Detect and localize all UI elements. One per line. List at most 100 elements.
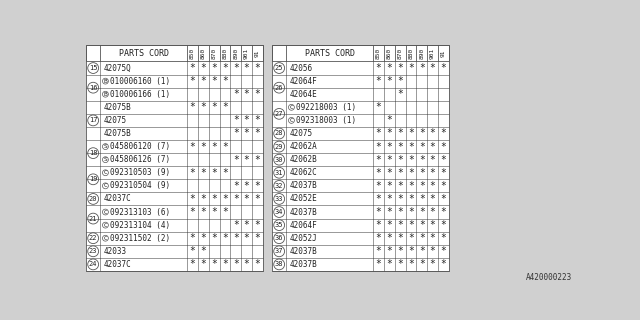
Text: 22: 22 [89,235,97,241]
Text: *: * [244,220,250,230]
Text: 870: 870 [212,47,216,59]
Text: *: * [440,168,447,178]
Text: *: * [429,246,436,256]
Text: *: * [429,168,436,178]
Text: 26: 26 [275,85,284,91]
Text: *: * [200,246,206,256]
Text: *: * [376,102,381,112]
Text: *: * [397,168,403,178]
Text: *: * [440,194,447,204]
Text: *: * [376,233,381,243]
Text: *: * [255,63,260,73]
Text: 30: 30 [275,157,284,163]
Text: *: * [408,246,414,256]
Text: *: * [440,260,447,269]
Text: *: * [376,168,381,178]
Text: *: * [189,102,195,112]
Text: *: * [233,155,239,165]
Text: *: * [419,155,425,165]
Text: *: * [429,233,436,243]
Text: *: * [387,63,392,73]
Text: C: C [289,118,293,123]
Text: C: C [104,236,108,241]
Text: *: * [397,220,403,230]
Text: *: * [419,194,425,204]
Text: *: * [397,63,403,73]
Text: *: * [233,194,239,204]
Text: *: * [211,260,217,269]
Text: *: * [429,181,436,191]
Text: 42062B: 42062B [289,155,317,164]
Text: 42037B: 42037B [289,181,317,190]
Text: 010006166 (1): 010006166 (1) [110,90,170,99]
Text: 91: 91 [255,49,260,57]
Text: *: * [440,63,447,73]
Text: *: * [440,246,447,256]
Text: B: B [104,92,108,97]
Text: PARTS CORD: PARTS CORD [118,49,168,58]
Text: 18: 18 [89,150,97,156]
Text: *: * [244,63,250,73]
Text: *: * [387,155,392,165]
Text: 092310504 (9): 092310504 (9) [110,181,170,190]
Text: 092313104 (4): 092313104 (4) [110,220,170,230]
Text: *: * [244,89,250,99]
Text: *: * [387,168,392,178]
Text: *: * [408,129,414,139]
Text: 42064F: 42064F [289,76,317,86]
Text: *: * [189,246,195,256]
Text: *: * [233,220,239,230]
Text: 42062A: 42062A [289,142,317,151]
Text: 42033: 42033 [103,247,126,256]
Text: 42037C: 42037C [103,260,131,269]
Text: C: C [104,170,108,175]
Text: *: * [376,207,381,217]
Text: 15: 15 [89,65,97,71]
Text: *: * [255,181,260,191]
Text: 42062C: 42062C [289,168,317,177]
Text: *: * [408,141,414,152]
Text: *: * [211,168,217,178]
Text: C: C [104,223,108,228]
Text: *: * [429,220,436,230]
Text: *: * [233,129,239,139]
Text: *: * [408,220,414,230]
Text: *: * [244,129,250,139]
Text: 860: 860 [387,47,392,59]
Text: *: * [200,141,206,152]
Text: *: * [397,181,403,191]
Text: *: * [189,194,195,204]
Text: *: * [189,168,195,178]
Text: *: * [211,233,217,243]
Text: C: C [289,105,293,110]
Text: *: * [397,233,403,243]
Text: 092318003 (1): 092318003 (1) [296,116,356,125]
Text: *: * [397,76,403,86]
Text: 42037B: 42037B [289,260,317,269]
Text: *: * [387,207,392,217]
Text: *: * [189,207,195,217]
Text: *: * [419,233,425,243]
Text: *: * [429,141,436,152]
Text: *: * [200,102,206,112]
Text: *: * [211,63,217,73]
Text: *: * [233,89,239,99]
Text: *: * [233,116,239,125]
Text: A420000223: A420000223 [526,273,572,282]
Text: *: * [397,207,403,217]
Text: 870: 870 [397,47,403,59]
Text: 29: 29 [275,144,284,149]
Text: *: * [376,194,381,204]
Text: *: * [440,181,447,191]
Text: 27: 27 [275,111,284,117]
Text: 34: 34 [275,209,284,215]
Text: 42075B: 42075B [103,129,131,138]
Text: *: * [244,194,250,204]
Text: *: * [211,76,217,86]
Text: *: * [255,116,260,125]
Text: 42064F: 42064F [289,220,317,230]
Text: *: * [419,63,425,73]
Text: *: * [408,194,414,204]
Text: *: * [233,233,239,243]
Text: PARTS CORD: PARTS CORD [305,49,355,58]
